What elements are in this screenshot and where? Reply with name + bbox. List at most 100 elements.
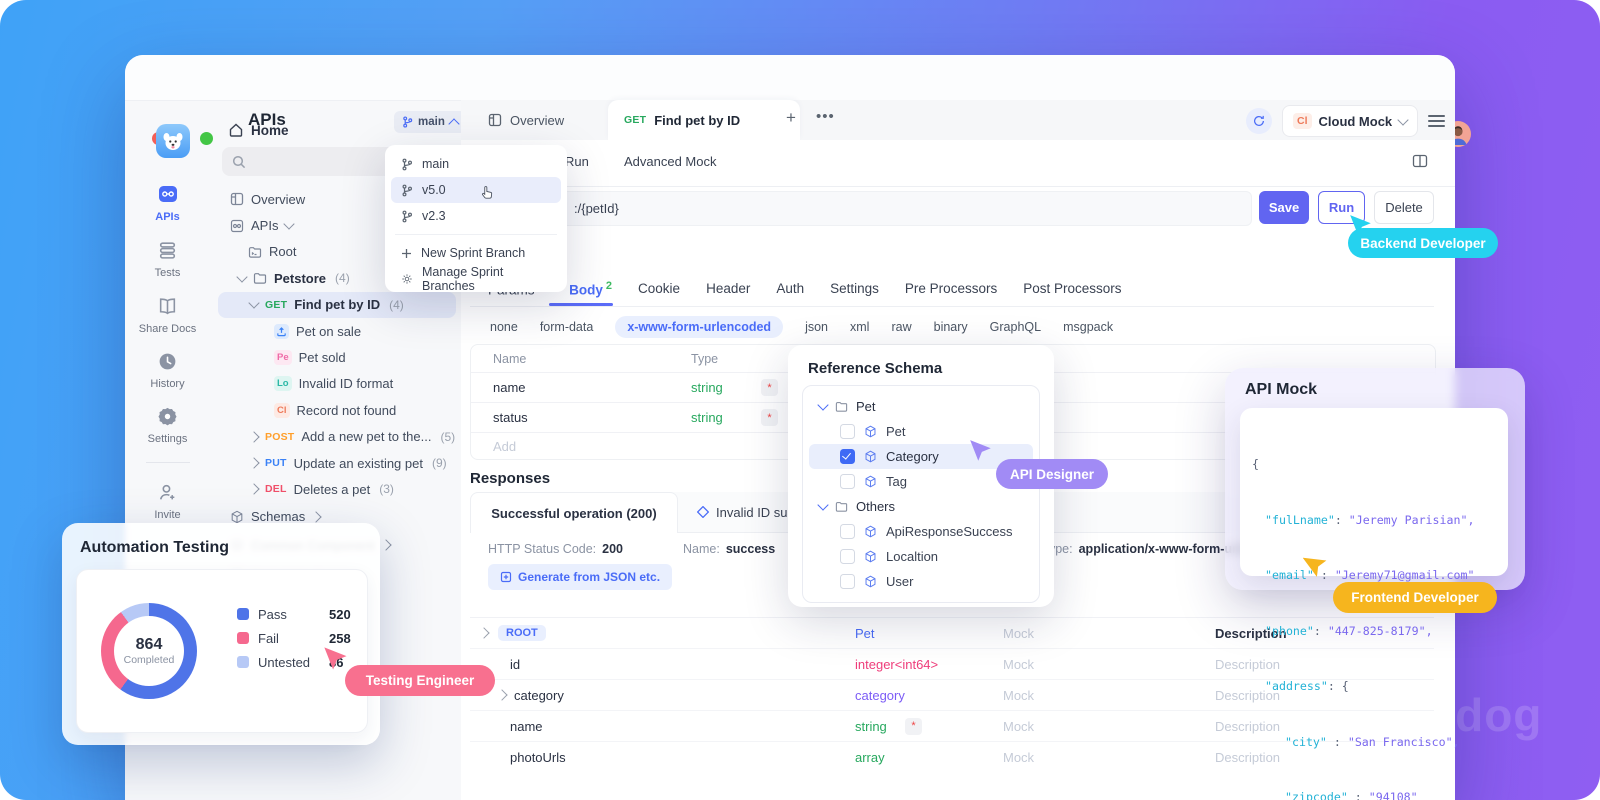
case-icon (274, 323, 289, 339)
menu-hamburger-icon[interactable] (1428, 112, 1446, 130)
body-type-graphql[interactable]: GraphQL (989, 320, 1042, 334)
schema-row-name[interactable]: name string * Mock Description (470, 711, 1434, 742)
cursor-arrow-icon (1348, 213, 1374, 239)
tree-item-apis[interactable]: APIs (218, 212, 456, 238)
legend-swatch (237, 632, 249, 644)
body-type-binary[interactable]: binary (933, 320, 968, 334)
cursor-arrow-icon (968, 438, 994, 464)
branch-menu-item-v5[interactable]: v5.0 (391, 177, 561, 203)
api-tree: Overview APIs Root Petstore (4) GET Find… (218, 186, 456, 589)
cube-icon (864, 425, 877, 438)
schema-item-category[interactable]: Category (809, 444, 1033, 469)
tab-overview[interactable]: Overview (470, 100, 582, 140)
sidebar-item-invite[interactable]: Invite (125, 482, 210, 521)
schema-row-photourls[interactable]: photoUrls array Mock Description (510, 749, 1281, 765)
tab-find-pet-by-id[interactable]: GET Find pet by ID (608, 100, 800, 140)
expander-icon[interactable] (496, 689, 508, 701)
sidebar-item-share-docs[interactable]: Share Docs (125, 296, 210, 335)
schema-row-root[interactable]: ROOT Pet Mock Description (470, 618, 1434, 649)
overview-icon (230, 192, 244, 206)
response-example-badge: Cl (274, 402, 290, 418)
tree-item-schemas[interactable]: Schemas (218, 503, 456, 531)
run-button[interactable]: Run (1318, 191, 1365, 224)
branch-selector[interactable]: main (394, 111, 466, 133)
tree-item-add-new-pet[interactable]: POST Add a new pet to the... (5) (218, 424, 456, 450)
split-view-icon[interactable] (1412, 153, 1428, 169)
menu-item-manage-sprint-branches[interactable]: Manage Sprint Branches (391, 265, 561, 293)
generate-from-json-button[interactable]: Generate from JSON etc. (488, 564, 673, 590)
subtab-advanced-mock[interactable]: Advanced Mock (624, 154, 717, 169)
overview-tab-icon (488, 113, 502, 127)
response-tab-success[interactable]: Successful operation (200) (470, 492, 678, 533)
sidebar-item-settings[interactable]: Settings (125, 406, 210, 445)
body-type-json[interactable]: json (805, 320, 829, 334)
schema-item-user[interactable]: User (809, 569, 1033, 594)
tree-item-deletes-a-pet[interactable]: DEL Deletes a pet (3) (218, 476, 456, 502)
branch-menu-item-v2[interactable]: v2.3 (391, 203, 561, 229)
branch-menu-item-main[interactable]: main (391, 151, 561, 177)
tree-item-find-pet-by-id[interactable]: GET Find pet by ID (4) (218, 291, 456, 318)
tab-more-button[interactable]: ••• (816, 108, 835, 125)
sidebar-item-apis[interactable]: APIs (125, 183, 210, 223)
schema-group-pet[interactable]: Pet (809, 394, 1033, 419)
schema-item-localtion[interactable]: Localtion (809, 544, 1033, 569)
tree-item-pet-sold[interactable]: Pe Pet sold (218, 344, 456, 370)
zoom-window-button[interactable] (200, 132, 213, 145)
request-tab-header[interactable]: Header (706, 281, 751, 297)
chevron-up-icon (448, 118, 460, 130)
tree-item-overview[interactable]: Overview (218, 186, 456, 212)
hand-cursor-icon (478, 184, 496, 202)
project-avatar[interactable] (156, 124, 190, 158)
checkbox-unchecked[interactable] (840, 424, 855, 439)
response-name-value[interactable]: success (725, 542, 776, 556)
apis-folder-icon (230, 219, 244, 233)
body-type-urlencoded[interactable]: x-www-form-urlencoded (615, 316, 784, 338)
request-tab-pre-processors[interactable]: Pre Processors (904, 281, 998, 297)
request-tab-post-processors[interactable]: Post Processors (1023, 281, 1122, 297)
schema-row-id[interactable]: id integer<int64> Mock Description (470, 649, 1434, 680)
body-type-form-data[interactable]: form-data (539, 320, 594, 334)
request-tab-body[interactable]: Body 2 (569, 280, 613, 298)
tree-item-record-not-found[interactable]: Cl Record not found (218, 397, 456, 423)
schema-group-others[interactable]: Others (809, 494, 1033, 519)
env-sync-icon[interactable] (1246, 108, 1272, 134)
checkbox-unchecked[interactable] (840, 524, 855, 539)
cursor-arrow-icon (1303, 552, 1331, 580)
checkbox-checked[interactable] (840, 449, 855, 464)
schema-item-apiresponsesuccess[interactable]: ApiResponseSuccess (809, 519, 1033, 544)
url-input[interactable]: :/{petId} (470, 191, 1252, 226)
save-button[interactable]: Save (1259, 191, 1309, 224)
folder-icon (253, 271, 267, 285)
body-type-raw[interactable]: raw (891, 320, 912, 334)
subtab-run[interactable]: Run (565, 154, 589, 169)
environment-selector[interactable]: Cl Cloud Mock (1282, 105, 1419, 137)
tree-item-update-existing-pet[interactable]: PUT Update an existing pet (9) (218, 450, 456, 476)
schema-item-tag[interactable]: Tag (809, 469, 1033, 494)
tree-item-root[interactable]: Root (218, 239, 456, 265)
body-type-xml[interactable]: xml (850, 320, 870, 334)
checkbox-unchecked[interactable] (840, 474, 855, 489)
cube-icon (864, 475, 877, 488)
sidebar-item-history[interactable]: History (125, 351, 210, 390)
schema-item-pet[interactable]: Pet (809, 419, 1033, 444)
body-type-none[interactable]: none (490, 320, 518, 334)
sidebar-item-tests[interactable]: Tests (125, 240, 210, 279)
tree-item-invalid-id-format[interactable]: Lo Invalid ID format (218, 371, 456, 397)
menu-item-new-sprint-branch[interactable]: New Sprint Branch (391, 240, 561, 266)
backend-developer-badge: Backend Developer (1348, 228, 1498, 258)
tree-item-pet-on-sale[interactable]: Pet on sale (218, 318, 456, 344)
checkbox-unchecked[interactable] (840, 549, 855, 564)
checkbox-unchecked[interactable] (840, 574, 855, 589)
request-tab-auth[interactable]: Auth (776, 281, 805, 297)
new-tab-button[interactable]: + (786, 108, 796, 127)
schema-row-category[interactable]: category category Mock Description (470, 680, 1434, 711)
api-mock-panel: API Mock { "fulLname": "Jeremy Parisian"… (1225, 368, 1525, 800)
expander-icon[interactable] (478, 627, 490, 639)
body-type-msgpack[interactable]: msgpack (1063, 320, 1114, 334)
delete-button[interactable]: Delete (1374, 191, 1434, 224)
request-tab-cookie[interactable]: Cookie (638, 281, 681, 297)
home-label[interactable]: Home (251, 122, 289, 138)
tree-item-petstore[interactable]: Petstore (4) (218, 265, 456, 291)
http-status-value[interactable]: 200 (602, 542, 624, 556)
request-tab-settings[interactable]: Settings (830, 281, 879, 297)
